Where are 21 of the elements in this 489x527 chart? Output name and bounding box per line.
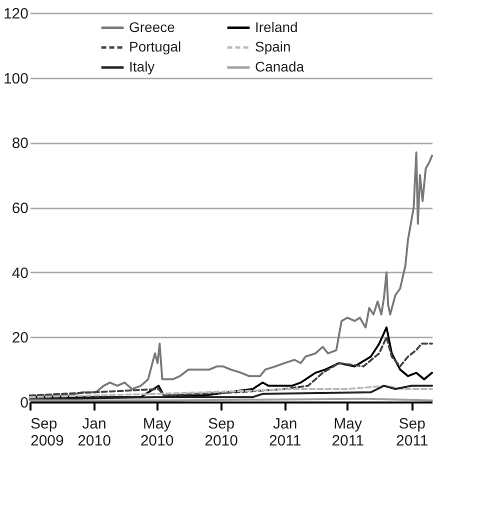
x-tick-label: Jan 2010 xyxy=(78,416,111,450)
legend-label: Canada xyxy=(255,58,304,74)
x-tick-label: Sep 2010 xyxy=(204,416,238,450)
line-series xyxy=(29,336,433,397)
y-tick-label: 80 xyxy=(12,135,28,152)
x-tick-label: May 2010 xyxy=(140,416,174,450)
legend-label: Ireland xyxy=(255,18,298,35)
legend-label: Italy xyxy=(129,58,155,74)
legend-label: Portugal xyxy=(129,38,182,54)
x-tick-label: Jan 2011 xyxy=(268,416,302,450)
y-tick-label: 0 xyxy=(20,394,28,412)
y-tick-label: 60 xyxy=(12,200,28,217)
x-tick-label: Sep 2011 xyxy=(396,416,428,450)
legend-label: Greece xyxy=(129,18,176,35)
y-tick-label: 120 xyxy=(3,6,28,22)
legend-label: Spain xyxy=(255,38,291,54)
x-tick-label: May 2011 xyxy=(332,416,364,450)
y-tick-label: 100 xyxy=(3,70,28,88)
y-tick-label: 20 xyxy=(12,330,28,347)
x-tick-label: Sep 2009 xyxy=(30,416,64,450)
y-tick-label: 40 xyxy=(12,264,28,282)
